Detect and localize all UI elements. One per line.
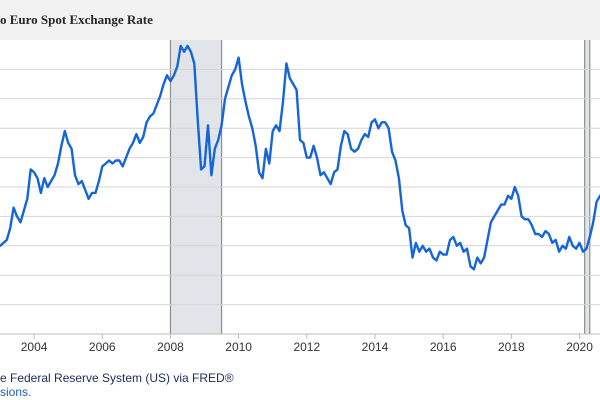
x-tick-label: 2014 <box>362 340 389 354</box>
x-axis-ticks: 2004 2006 2008 2010 2012 2014 2016 2018 2020 <box>21 334 593 354</box>
chart-title: o Euro Spot Exchange Rate <box>0 12 153 27</box>
x-tick-label: 2006 <box>89 340 116 354</box>
x-tick-label: 2012 <box>293 340 320 354</box>
gridlines <box>0 68 600 306</box>
plot-area: 2004 2006 2008 2010 2012 2014 2016 2018 2020 <box>0 40 600 354</box>
x-tick-label: 2008 <box>157 340 184 354</box>
x-tick-label: 2018 <box>498 340 525 354</box>
x-tick-label: 2020 <box>566 340 593 354</box>
source-credit: e Federal Reserve System (US) via FRED® <box>0 371 234 385</box>
x-tick-label: 2010 <box>225 340 252 354</box>
series-layer <box>0 44 600 271</box>
chart-header: o Euro Spot Exchange Rate <box>0 0 600 40</box>
series-line-0 <box>0 44 600 271</box>
x-tick-label: 2004 <box>21 340 48 354</box>
permissions-link[interactable]: sions. <box>0 385 32 399</box>
x-tick-label: 2016 <box>430 340 457 354</box>
